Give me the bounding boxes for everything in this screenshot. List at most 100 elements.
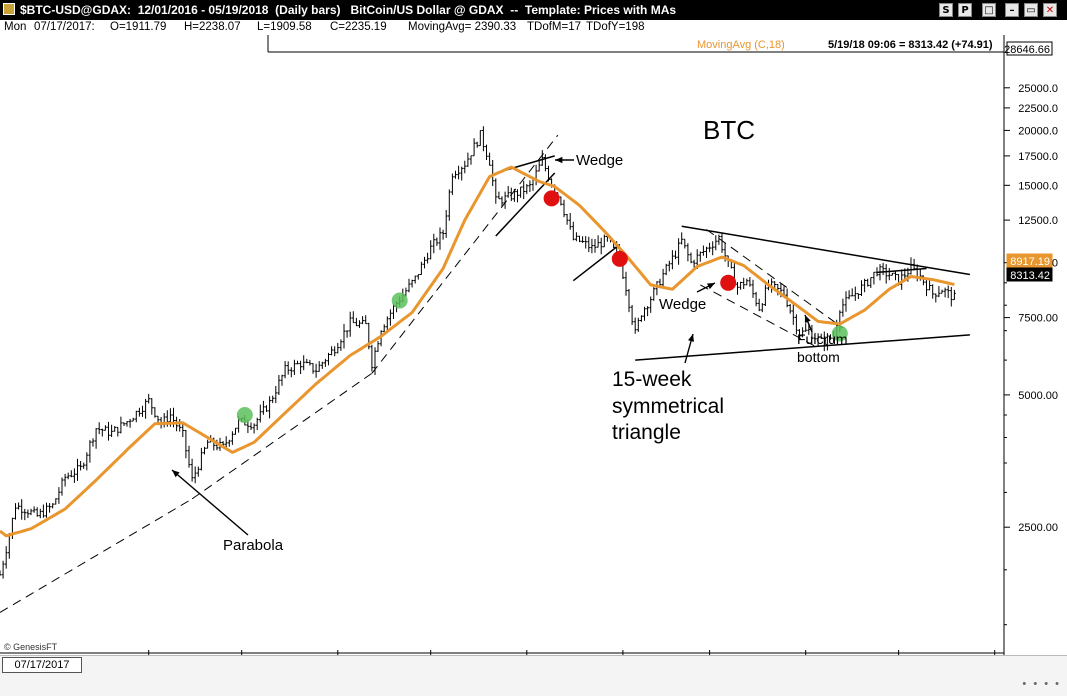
ohlc-date: 07/17/2017: (34, 21, 95, 33)
price-bar (432, 233, 436, 254)
price-bar (184, 430, 188, 459)
price-bar (364, 315, 368, 325)
wedge-label-top: Wedge (576, 152, 623, 169)
price-bar (444, 210, 448, 238)
y-tick-label: 5000.00 (1018, 390, 1058, 402)
buy-signal-dot (831, 325, 848, 342)
price-bar (680, 232, 684, 245)
price-bar (345, 330, 349, 338)
price-bar (457, 165, 460, 180)
price-bar (506, 186, 510, 198)
price-bar (692, 259, 696, 269)
price-bar (636, 317, 640, 332)
price-bar (872, 271, 876, 285)
price-bar (327, 352, 330, 366)
price-bar (602, 234, 606, 248)
price-bar (125, 421, 129, 427)
price-bar (4, 546, 8, 569)
price-bar (708, 242, 711, 253)
price-bar (94, 428, 98, 449)
ma-current-value-box (1006, 253, 1053, 268)
price-bar (891, 272, 894, 276)
price-bar (745, 278, 749, 286)
p-button[interactable]: P (958, 3, 972, 17)
price-bar (100, 428, 104, 437)
price-bar (689, 252, 693, 264)
window-title-bar: $BTC-USD@GDAX: 12/01/2016 - 05/19/2018 (… (0, 0, 1067, 20)
ohlc-moving-avg: MovingAvg= 2390.33 (408, 21, 517, 33)
price-bar (274, 386, 278, 404)
price-bar (717, 234, 721, 245)
price-bar (314, 363, 318, 378)
price-bar (379, 330, 383, 347)
moving-average-line (0, 165, 955, 538)
price-bar (677, 238, 680, 265)
ohlc-open: O=1911.79 (110, 21, 167, 33)
sell-signal-dot (543, 190, 560, 207)
price-bar (646, 306, 649, 317)
price-bar (134, 410, 138, 423)
ohlc-readout-bar: Mon 07/17/2017: O=1911.79 H=2238.07 L=19… (0, 20, 1067, 36)
price-bar (500, 196, 504, 207)
price-bar (122, 422, 126, 426)
price-bar (857, 293, 860, 299)
price-bar (925, 277, 928, 297)
price-bar (804, 323, 808, 332)
price-bar (91, 438, 95, 447)
price-bar (519, 186, 522, 198)
price-bar (296, 360, 299, 365)
price-chart[interactable]: 5/19/18 09:06 = 8313.42 (+74.91) MovingA… (0, 35, 1067, 655)
trendline-parabola-segment-2 (191, 372, 373, 500)
price-bar (475, 141, 479, 148)
price-bar (751, 279, 755, 298)
price-bar (426, 252, 429, 264)
price-bar (324, 358, 327, 367)
trendline-wedge-3-upper (706, 229, 844, 329)
price-bar (45, 502, 48, 518)
window-restore-icon[interactable]: ▭ (1024, 3, 1038, 17)
price-bar (587, 236, 591, 253)
sell-signal-dot (720, 274, 737, 291)
price-bar (178, 419, 182, 432)
buy-signal-dot (236, 407, 253, 423)
triangle-label-line-3: triangle (612, 421, 681, 444)
price-bar (937, 286, 941, 298)
price-bar (661, 268, 665, 288)
price-bar (909, 257, 913, 275)
price-bar (0, 570, 2, 576)
price-bar (131, 417, 135, 422)
sell-signal-dot (611, 250, 628, 267)
price-bar (522, 180, 526, 200)
price-bar (150, 398, 154, 415)
close-icon[interactable]: ✕ (1043, 3, 1057, 17)
price-bar (819, 333, 823, 339)
price-bar (884, 264, 888, 284)
y-tick-label: 2500.00 (1018, 522, 1058, 534)
price-bar (946, 285, 950, 299)
s-button[interactable]: S (939, 3, 953, 17)
price-bar (376, 341, 380, 352)
price-bar (308, 359, 312, 366)
triangle-label-line-2: symmetrical (612, 395, 724, 418)
price-bar (23, 508, 27, 521)
wedge-label-mid: Wedge (659, 296, 706, 313)
price-bar (940, 289, 944, 294)
price-bar (26, 509, 30, 518)
price-bar (643, 306, 646, 321)
price-bar (389, 309, 392, 326)
price-bar (760, 303, 764, 313)
price-bar (711, 241, 715, 256)
price-bar (355, 317, 358, 327)
price-bar (655, 281, 659, 296)
price-bar (494, 178, 498, 204)
price-bar (869, 277, 873, 288)
price-bar (547, 165, 550, 182)
price-bar (934, 293, 938, 303)
price-bar (596, 235, 600, 248)
wedge-mid-arrow-head (707, 283, 715, 290)
restore-icon[interactable]: – (1005, 3, 1019, 17)
price-bar (720, 232, 724, 253)
price-bar (38, 508, 42, 519)
maximize-button[interactable]: □ (982, 3, 996, 17)
price-bar (370, 344, 374, 372)
